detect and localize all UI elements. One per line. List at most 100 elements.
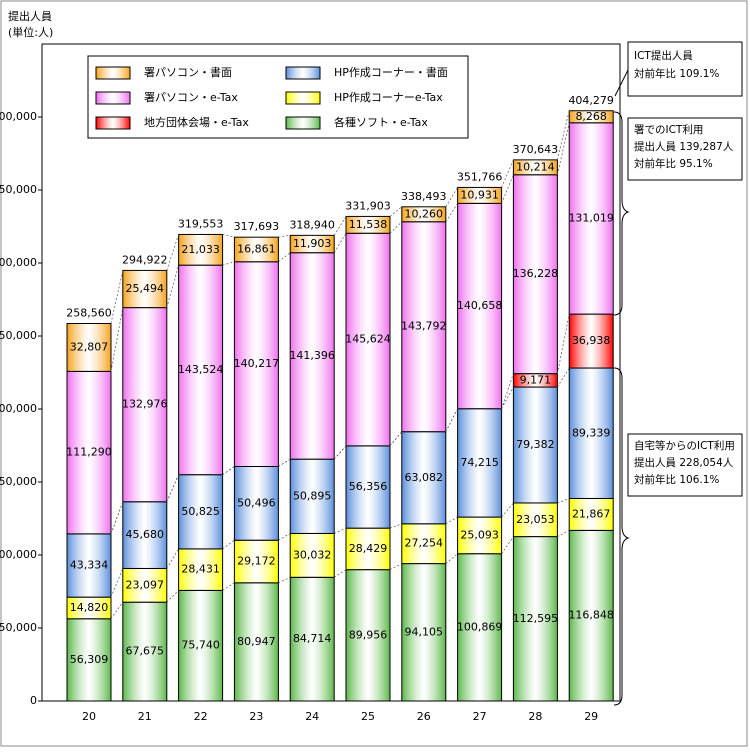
- connector: [110, 601, 124, 620]
- total-label: 318,940: [289, 218, 335, 231]
- bar-segment: [289, 576, 335, 702]
- bar-segment: [289, 458, 335, 534]
- bar-segment: [122, 567, 168, 603]
- bar-segment: [401, 563, 447, 702]
- data-label: 84,714: [293, 632, 332, 645]
- x-tick-label: 26: [417, 710, 431, 723]
- data-label: 28,429: [349, 542, 388, 555]
- legend-swatch: [285, 116, 321, 130]
- bar-segment: [233, 539, 279, 584]
- x-tick-label: 22: [194, 710, 208, 723]
- y-tick-label: 350,000: [0, 183, 37, 196]
- connector: [389, 221, 403, 234]
- data-label: 74,215: [460, 456, 499, 469]
- bar-segment: [289, 532, 335, 578]
- legend-label: 各種ソフト・e-Tax: [334, 115, 428, 129]
- annotation-text: 対前年比 109.1%: [634, 67, 719, 80]
- data-label: 45,680: [126, 528, 165, 541]
- annotation-text: 提出人員 139,287人: [634, 140, 734, 153]
- bar-segment: [457, 202, 503, 410]
- data-label: 80,947: [237, 635, 276, 648]
- annotation-box: [627, 433, 743, 497]
- data-label: 50,825: [181, 505, 220, 518]
- bar-segment: [178, 233, 224, 266]
- bar-segment: [122, 501, 168, 569]
- data-label: 132,976: [122, 398, 168, 411]
- legend-label: 地方団体会場・e-Tax: [144, 115, 249, 129]
- data-label: 100,869: [457, 620, 503, 633]
- data-label: 32,807: [70, 340, 109, 353]
- connector: [110, 568, 124, 598]
- data-label: 27,254: [405, 537, 444, 550]
- bar-segment: [512, 174, 558, 375]
- legend-swatch: [95, 116, 131, 130]
- annotation-leader: [614, 69, 629, 97]
- total-label: 317,693: [234, 220, 280, 233]
- data-label: 56,309: [70, 653, 109, 666]
- data-label: 67,675: [126, 645, 165, 658]
- y-tick-label: 400,000: [0, 110, 37, 123]
- bar-segment: [568, 497, 614, 531]
- connector: [389, 431, 403, 447]
- x-tick-label: 21: [138, 710, 152, 723]
- x-tick-label: 24: [305, 710, 319, 723]
- connector: [222, 539, 235, 550]
- connector: [445, 408, 458, 432]
- y-tick-label: 50,000: [0, 621, 37, 634]
- data-label: 143,524: [178, 363, 224, 376]
- bar-segment: [122, 601, 168, 702]
- bar-segment: [457, 553, 503, 702]
- data-label: 21,867: [572, 507, 611, 520]
- connector: [110, 501, 124, 535]
- bar-segment: [457, 186, 503, 204]
- total-label: 370,643: [513, 143, 559, 156]
- data-label: 50,496: [237, 496, 276, 509]
- bar-segment: [122, 307, 168, 503]
- connector: [557, 122, 570, 175]
- annotation-text: 署でのICT利用: [634, 124, 703, 136]
- bar-segment: [512, 502, 558, 538]
- data-label: 140,217: [234, 357, 280, 370]
- data-label: 145,624: [345, 333, 391, 346]
- data-label: 89,339: [572, 426, 611, 439]
- data-label: 94,105: [405, 625, 444, 638]
- y-tick-label: 250,000: [0, 329, 37, 342]
- data-label: 116,848: [568, 609, 614, 622]
- connector: [278, 234, 291, 238]
- total-label: 294,922: [122, 253, 168, 266]
- data-label: 141,396: [289, 349, 335, 362]
- data-label: 25,494: [126, 282, 165, 295]
- connector: [278, 252, 291, 263]
- data-label: 23,053: [516, 513, 555, 526]
- data-label: 30,032: [293, 548, 332, 561]
- bar-segment: [289, 252, 335, 460]
- y-tick-label: 0: [30, 694, 37, 707]
- x-tick-label: 23: [249, 710, 263, 723]
- bar-segment: [568, 313, 614, 369]
- connector: [389, 206, 403, 217]
- legend-label: HP作成コーナーe-Tax: [334, 91, 443, 104]
- annotation-text: 対前年比 106.1%: [634, 473, 719, 486]
- connector: [557, 110, 570, 160]
- legend-label: 署パソコン・e-Tax: [144, 91, 238, 104]
- data-label: 63,082: [405, 471, 444, 484]
- bar-segment: [345, 527, 391, 571]
- bar-segment: [512, 536, 558, 702]
- legend-swatch: [285, 91, 321, 105]
- connector: [445, 553, 458, 564]
- bar-segment: [233, 261, 279, 468]
- bar-segment: [568, 110, 614, 124]
- legend-swatch: [95, 66, 131, 80]
- connector: [110, 307, 124, 372]
- data-label: 140,658: [457, 299, 503, 312]
- bar-segment: [233, 466, 279, 541]
- bar-segment: [345, 569, 391, 702]
- legend-swatch: [285, 66, 321, 80]
- data-label: 14,820: [70, 601, 109, 614]
- x-tick-label: 27: [473, 710, 487, 723]
- y-tick-label: 150,000: [0, 475, 37, 488]
- total-label: 338,493: [401, 190, 447, 203]
- data-label: 9,171: [520, 373, 552, 386]
- annotation-box: [627, 117, 743, 181]
